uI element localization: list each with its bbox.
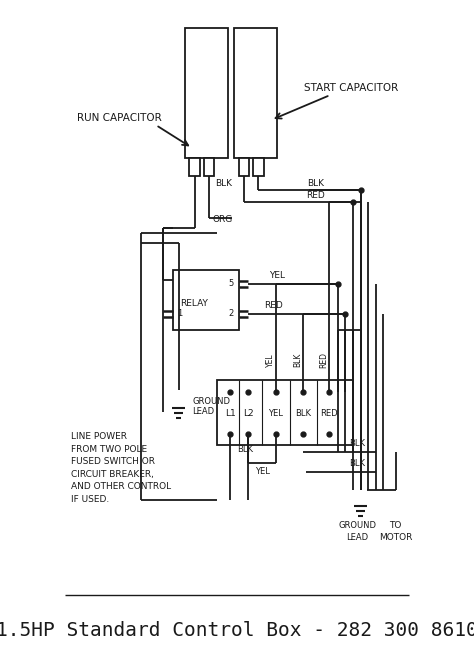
Text: RUN CAPACITOR: RUN CAPACITOR bbox=[77, 113, 162, 123]
Text: L1: L1 bbox=[225, 410, 236, 418]
Bar bbox=[253, 158, 264, 176]
Text: TO: TO bbox=[389, 521, 402, 531]
Text: RED: RED bbox=[264, 302, 283, 310]
Text: BLK: BLK bbox=[293, 353, 302, 367]
Text: LEAD: LEAD bbox=[346, 533, 369, 541]
Text: YEL: YEL bbox=[269, 272, 285, 280]
Text: MOTOR: MOTOR bbox=[379, 533, 412, 541]
Text: L2: L2 bbox=[243, 410, 254, 418]
Text: ORG: ORG bbox=[212, 216, 233, 224]
Bar bbox=[185, 28, 228, 158]
Text: 2: 2 bbox=[228, 310, 234, 318]
Text: RELAY: RELAY bbox=[180, 300, 208, 308]
Text: BLK: BLK bbox=[349, 440, 365, 448]
Text: BLK: BLK bbox=[307, 178, 324, 188]
Text: 5: 5 bbox=[228, 280, 234, 288]
Text: LEAD: LEAD bbox=[192, 408, 214, 416]
Text: 1: 1 bbox=[177, 310, 182, 318]
Text: START CAPACITOR: START CAPACITOR bbox=[304, 83, 399, 93]
Text: BLK: BLK bbox=[237, 446, 253, 454]
Text: LINE POWER
FROM TWO POLE
FUSED SWITCH OR
CIRCUIT BREAKER,
AND OTHER CONTROL
IF U: LINE POWER FROM TWO POLE FUSED SWITCH OR… bbox=[71, 432, 171, 503]
Text: GROUND: GROUND bbox=[338, 521, 377, 531]
Text: YEL: YEL bbox=[266, 353, 275, 367]
Text: RED: RED bbox=[319, 352, 328, 368]
Bar bbox=[234, 28, 277, 158]
Text: RED: RED bbox=[306, 190, 325, 200]
Bar bbox=[173, 270, 239, 330]
Text: BLK: BLK bbox=[216, 180, 233, 188]
Text: YEL: YEL bbox=[268, 410, 283, 418]
Bar bbox=[189, 158, 200, 176]
Text: BLK: BLK bbox=[295, 410, 311, 418]
Bar bbox=[217, 380, 353, 445]
Text: YEL: YEL bbox=[255, 466, 270, 476]
Text: RED: RED bbox=[320, 410, 337, 418]
Text: 1.5HP Standard Control Box - 282 300 8610: 1.5HP Standard Control Box - 282 300 861… bbox=[0, 621, 474, 639]
Text: BLK: BLK bbox=[349, 460, 365, 468]
Bar bbox=[204, 158, 214, 176]
Bar bbox=[238, 158, 249, 176]
Text: GROUND: GROUND bbox=[192, 398, 230, 406]
